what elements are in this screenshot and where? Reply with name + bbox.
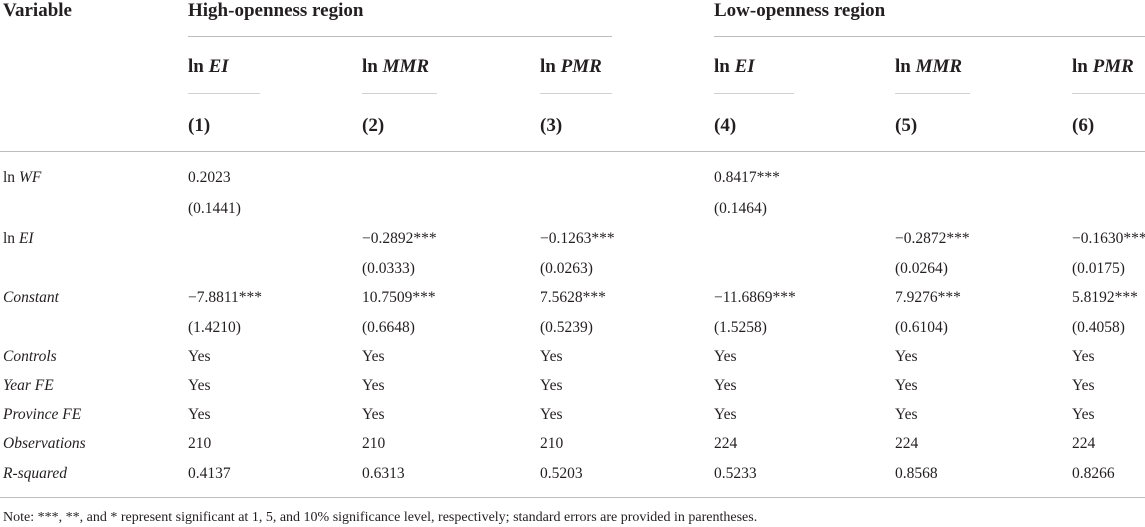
header-bottom-rule	[0, 151, 1145, 152]
coef-cell: −7.8811***	[188, 289, 263, 306]
value-cell: Yes	[362, 348, 385, 365]
value-cell: Yes	[362, 377, 385, 394]
se-cell: (0.0264)	[895, 260, 948, 277]
coef-cell: −0.2892***	[362, 230, 437, 247]
value-cell: 0.8568	[895, 465, 938, 482]
group-low-openness: Low-openness region	[714, 0, 886, 21]
se-cell: (0.0263)	[540, 260, 593, 277]
value-cell: 224	[714, 435, 738, 452]
value-cell: Yes	[188, 377, 211, 394]
coef-cell: 7.5628***	[540, 289, 606, 306]
table-bottom-rule	[0, 497, 1145, 498]
col-number-4: (4)	[714, 115, 737, 136]
se-cell: (0.0333)	[362, 260, 415, 277]
table-note: Note: ***, **, and * represent significa…	[3, 510, 758, 525]
se-cell: (0.1464)	[714, 200, 767, 217]
dep-rule-6	[1072, 93, 1145, 94]
row-label-year-fe: Year FE	[3, 377, 54, 394]
coef-cell: −0.2872***	[895, 230, 970, 247]
dep-rule-2	[362, 93, 437, 94]
dep-rule-5	[895, 93, 970, 94]
value-cell: Yes	[188, 348, 211, 365]
dep-var-6: ln PMR	[1072, 56, 1134, 77]
row-label-province-fe: Province FE	[3, 406, 82, 423]
dep-var-1: ln EI	[188, 56, 229, 77]
value-cell: Yes	[540, 348, 563, 365]
value-cell: Yes	[362, 406, 385, 423]
value-cell: Yes	[188, 406, 211, 423]
col-number-1: (1)	[188, 115, 211, 136]
se-cell: (0.5239)	[540, 319, 593, 336]
value-cell: Yes	[540, 406, 563, 423]
se-cell: (0.0175)	[1072, 260, 1125, 277]
group-high-openness: High-openness region	[188, 0, 364, 21]
value-cell: Yes	[1072, 348, 1095, 365]
coef-cell: 0.2023	[188, 169, 231, 186]
coef-cell: 5.8192***	[1072, 289, 1138, 306]
group-rule-low	[714, 36, 1145, 37]
value-cell: Yes	[1072, 406, 1095, 423]
value-cell: 210	[362, 435, 386, 452]
se-cell: (0.6648)	[362, 319, 415, 336]
row-label-constant: Constant	[3, 289, 59, 306]
col-number-6: (6)	[1072, 115, 1095, 136]
coef-cell: −11.6869***	[714, 289, 796, 306]
value-cell: 0.4137	[188, 465, 231, 482]
dep-var-3: ln PMR	[540, 56, 602, 77]
dep-rule-3	[540, 93, 612, 94]
coef-cell: −0.1263***	[540, 230, 615, 247]
se-cell: (1.5258)	[714, 319, 767, 336]
coef-cell: 10.7509***	[362, 289, 436, 306]
row-label-ln-wf: ln WF	[3, 169, 42, 186]
value-cell: 224	[895, 435, 919, 452]
col-number-5: (5)	[895, 115, 918, 136]
se-cell: (0.6104)	[895, 319, 948, 336]
value-cell: 0.5203	[540, 465, 583, 482]
value-cell: 0.8266	[1072, 465, 1115, 482]
value-cell: Yes	[714, 348, 737, 365]
dep-rule-4	[714, 93, 794, 94]
value-cell: 0.5233	[714, 465, 757, 482]
col-number-3: (3)	[540, 115, 563, 136]
value-cell: Yes	[895, 377, 918, 394]
value-cell: Yes	[714, 406, 737, 423]
se-cell: (1.4210)	[188, 319, 241, 336]
value-cell: Yes	[895, 406, 918, 423]
dep-var-2: ln MMR	[362, 56, 430, 77]
se-cell: (0.4058)	[1072, 319, 1125, 336]
value-cell: 0.6313	[362, 465, 405, 482]
variable-header: Variable	[3, 0, 72, 21]
value-cell: Yes	[714, 377, 737, 394]
coef-cell: −0.1630***	[1072, 230, 1145, 247]
value-cell: Yes	[895, 348, 918, 365]
row-label-observations: Observations	[3, 435, 86, 452]
group-rule-high	[188, 36, 612, 37]
dep-rule-1	[188, 93, 260, 94]
dep-var-5: ln MMR	[895, 56, 963, 77]
value-cell: Yes	[1072, 377, 1095, 394]
row-label-r-squared: R-squared	[3, 465, 67, 482]
coef-cell: 0.8417***	[714, 169, 780, 186]
value-cell: 224	[1072, 435, 1096, 452]
coef-cell: 7.9276***	[895, 289, 961, 306]
row-label-controls: Controls	[3, 348, 57, 365]
value-cell: 210	[188, 435, 212, 452]
value-cell: 210	[540, 435, 564, 452]
dep-var-4: ln EI	[714, 56, 755, 77]
row-label-ln-ei: ln EI	[3, 230, 34, 247]
value-cell: Yes	[540, 377, 563, 394]
col-number-2: (2)	[362, 115, 385, 136]
se-cell: (0.1441)	[188, 200, 241, 217]
